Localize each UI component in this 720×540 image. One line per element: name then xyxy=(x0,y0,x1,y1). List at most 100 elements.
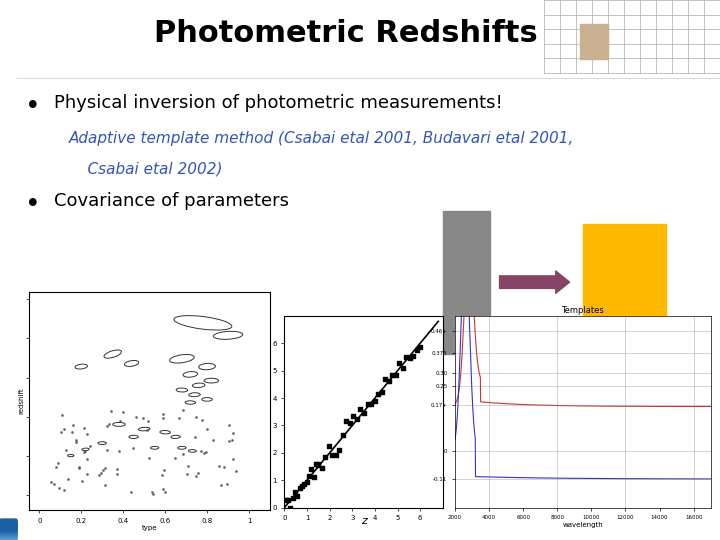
Text: Photometric Redshifts: Photometric Redshifts xyxy=(154,19,537,48)
Point xyxy=(190,471,202,480)
Point xyxy=(310,460,322,469)
Point xyxy=(301,477,312,486)
Point xyxy=(147,490,158,498)
X-axis label: wavelength: wavelength xyxy=(562,522,603,528)
Text: z: z xyxy=(361,516,366,526)
Bar xyxy=(0,521,16,531)
Point xyxy=(102,421,113,430)
Point xyxy=(316,463,328,472)
Point xyxy=(348,411,359,420)
Point xyxy=(296,482,307,490)
Bar xyxy=(0,528,16,538)
Point xyxy=(369,397,380,406)
Point xyxy=(400,353,412,361)
Bar xyxy=(0,523,16,534)
Bar xyxy=(0,521,16,532)
Point xyxy=(192,469,204,477)
Bar xyxy=(0,521,16,532)
Bar xyxy=(0,524,16,535)
Point xyxy=(142,416,153,425)
Point xyxy=(355,404,366,413)
Text: Physical inversion of photometric measurements!: Physical inversion of photometric measur… xyxy=(54,94,503,112)
Point xyxy=(207,436,219,444)
Point xyxy=(125,488,137,497)
Point xyxy=(81,455,93,464)
Bar xyxy=(0,521,16,531)
Bar xyxy=(0,526,16,537)
Bar xyxy=(0,525,16,536)
Point xyxy=(327,450,338,459)
Bar xyxy=(0,520,16,531)
Bar xyxy=(0,522,16,533)
Point xyxy=(181,470,193,478)
Bar xyxy=(0,528,16,539)
X-axis label: type: type xyxy=(142,525,157,531)
Point xyxy=(45,478,57,487)
Text: L
Type
z: L Type z xyxy=(606,230,643,299)
Point xyxy=(169,454,181,462)
Point xyxy=(415,343,426,352)
Bar xyxy=(0,529,16,540)
Point xyxy=(337,431,348,440)
Point xyxy=(99,463,111,472)
Point xyxy=(56,410,68,419)
Title: Templates: Templates xyxy=(562,306,604,315)
Point xyxy=(201,425,212,434)
Point xyxy=(397,364,408,373)
Point xyxy=(200,448,212,456)
Text: Adaptive template method (Csabai etal 2001, Budavari etal 2001,: Adaptive template method (Csabai etal 20… xyxy=(68,131,574,146)
Point xyxy=(53,459,64,468)
Point xyxy=(333,446,345,454)
Bar xyxy=(0,526,16,537)
Point xyxy=(226,436,238,444)
Point xyxy=(221,480,233,489)
Bar xyxy=(0,519,16,530)
Point xyxy=(223,421,235,429)
Point xyxy=(280,495,292,504)
Point xyxy=(141,426,153,434)
Point xyxy=(190,413,202,421)
FancyArrowPatch shape xyxy=(500,271,570,293)
Point xyxy=(299,479,310,488)
Bar xyxy=(0,525,16,536)
Bar xyxy=(0,521,16,531)
Point xyxy=(138,413,149,422)
Bar xyxy=(0,519,16,530)
Bar xyxy=(0,523,16,534)
Point xyxy=(308,472,320,481)
Point xyxy=(408,352,419,361)
Point xyxy=(294,484,305,492)
Point xyxy=(292,491,303,500)
Point xyxy=(223,437,235,445)
Point xyxy=(320,453,331,462)
Point xyxy=(404,354,415,362)
Bar xyxy=(0,527,16,538)
Y-axis label: redshift: redshift xyxy=(19,388,24,414)
Point xyxy=(227,429,238,438)
Point xyxy=(195,447,207,456)
Point xyxy=(58,425,70,434)
Point xyxy=(81,470,93,478)
Point xyxy=(50,463,62,471)
Point xyxy=(182,462,194,470)
Bar xyxy=(0,522,16,532)
Point xyxy=(376,388,387,397)
Point xyxy=(71,438,82,447)
Point xyxy=(312,460,324,469)
Point xyxy=(93,471,104,480)
Point xyxy=(411,346,423,354)
Point xyxy=(130,413,142,421)
Bar xyxy=(0,519,16,530)
Point xyxy=(156,471,167,480)
Point xyxy=(323,442,335,451)
Point xyxy=(289,488,301,496)
Point xyxy=(344,418,356,427)
Point xyxy=(157,485,168,494)
Point xyxy=(143,454,155,462)
Point xyxy=(305,465,317,474)
Bar xyxy=(0,525,16,536)
Point xyxy=(178,450,189,458)
Bar xyxy=(0,519,16,530)
Point xyxy=(73,464,85,472)
Point xyxy=(76,476,88,485)
